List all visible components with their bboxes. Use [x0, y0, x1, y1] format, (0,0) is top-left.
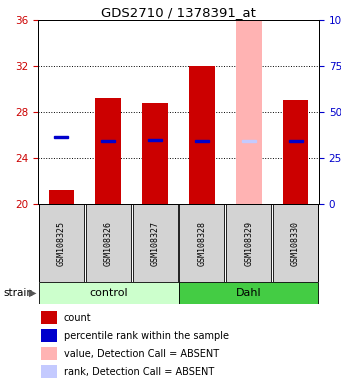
- Bar: [288, 140, 302, 142]
- Bar: [55, 136, 69, 138]
- Bar: [142, 103, 168, 204]
- Bar: [226, 204, 271, 282]
- Bar: [41, 311, 57, 324]
- Bar: [39, 282, 179, 304]
- Text: control: control: [90, 288, 129, 298]
- Bar: [148, 139, 162, 141]
- Text: strain: strain: [3, 288, 33, 298]
- Bar: [41, 365, 57, 378]
- Text: count: count: [63, 313, 91, 323]
- Bar: [41, 329, 57, 342]
- Text: GSM108329: GSM108329: [244, 220, 253, 265]
- Text: GSM108325: GSM108325: [57, 220, 66, 265]
- Text: value, Detection Call = ABSENT: value, Detection Call = ABSENT: [63, 349, 219, 359]
- Text: GSM108330: GSM108330: [291, 220, 300, 265]
- Bar: [179, 282, 318, 304]
- Bar: [195, 140, 209, 142]
- Bar: [41, 347, 57, 360]
- Bar: [242, 140, 256, 142]
- Text: rank, Detection Call = ABSENT: rank, Detection Call = ABSENT: [63, 367, 214, 377]
- Bar: [283, 101, 309, 204]
- Bar: [179, 204, 224, 282]
- Text: GSM108327: GSM108327: [151, 220, 160, 265]
- Bar: [48, 190, 74, 204]
- Bar: [95, 98, 121, 204]
- Text: Dahl: Dahl: [236, 288, 262, 298]
- Bar: [101, 140, 115, 142]
- Bar: [133, 204, 178, 282]
- Bar: [39, 204, 84, 282]
- Bar: [273, 204, 318, 282]
- Text: percentile rank within the sample: percentile rank within the sample: [63, 331, 228, 341]
- Bar: [189, 66, 215, 204]
- Text: GSM108328: GSM108328: [197, 220, 206, 265]
- Text: GSM108326: GSM108326: [104, 220, 113, 265]
- Text: ▶: ▶: [29, 288, 36, 298]
- Bar: [86, 204, 131, 282]
- Title: GDS2710 / 1378391_at: GDS2710 / 1378391_at: [101, 6, 256, 19]
- Bar: [236, 20, 262, 204]
